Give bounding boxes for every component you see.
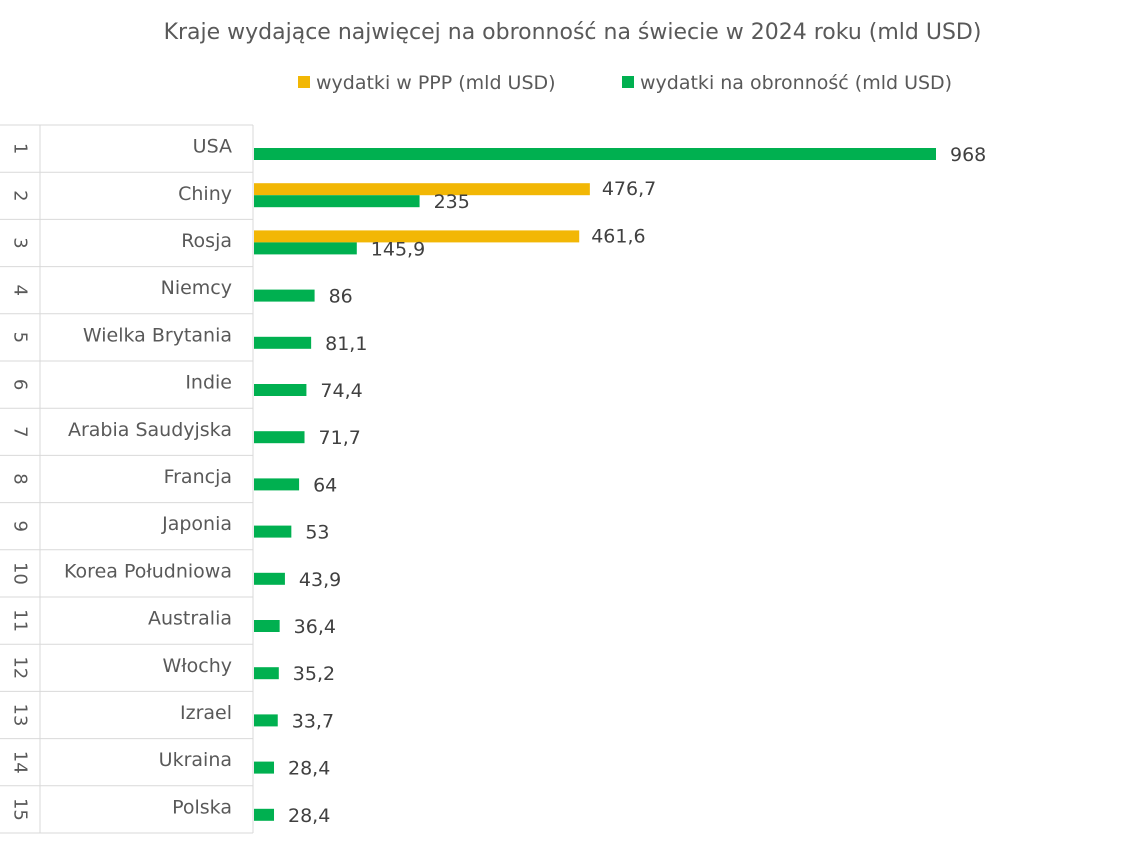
data-label-defense: 36,4 [294,616,336,638]
legend-label-ppp: wydatki w PPP (mld USD) [316,72,556,94]
bar-defense [254,667,279,680]
data-label-defense: 28,4 [288,758,330,780]
legend-swatch-defense [622,76,634,88]
category-label: Francja [164,466,232,488]
chart-title: Kraje wydające najwięcej na obronność na… [163,20,982,45]
bar-defense [254,336,312,349]
data-label-defense: 74,4 [320,380,362,402]
bar-defense [254,148,936,160]
bar-ppp [254,230,580,243]
bar-defense [254,431,305,444]
category-label: Arabia Saudyjska [68,419,232,441]
rank-label: 10 [10,562,31,585]
data-label-defense: 968 [950,144,986,166]
legend-swatch-ppp [298,76,310,88]
category-label: Australia [148,608,232,630]
category-label: Włochy [162,655,232,677]
data-label-defense: 86 [329,286,353,308]
bar-defense [254,572,285,585]
data-label-defense: 28,4 [288,805,330,827]
category-label: Korea Południowa [64,560,232,582]
bar-defense [254,478,300,491]
rank-label: 5 [10,332,31,343]
category-label: Chiny [178,183,232,205]
category-label: Polska [172,796,232,818]
rank-label: 14 [10,751,31,774]
data-label-ppp: 476,7 [602,178,656,200]
category-label: Rosja [181,230,232,252]
legend-label-defense: wydatki na obronność (mld USD) [640,72,953,94]
legend-item-defense: wydatki na obronność (mld USD) [622,72,952,94]
category-label: Japonia [161,513,232,535]
rank-label: 4 [10,284,31,295]
data-label-defense: 43,9 [299,569,341,591]
rank-label: 13 [10,704,31,727]
data-label-defense: 71,7 [319,427,361,449]
rank-label: 3 [10,237,31,248]
category-label: Wielka Brytania [83,324,232,346]
bar-ppp [254,183,590,196]
bar-defense [254,195,420,208]
bar-defense [254,384,307,396]
rank-label: 2 [10,190,31,201]
data-label-defense: 81,1 [325,333,367,355]
data-label-defense: 64 [313,474,337,496]
rank-label: 8 [10,473,31,484]
category-label: Ukraina [159,749,232,771]
data-label-defense: 235 [434,191,470,213]
category-label: USA [193,136,232,158]
bar-defense [254,242,357,255]
bar-defense [254,808,275,821]
bar-defense [254,620,280,632]
rank-label: 1 [10,143,31,154]
data-label-ppp: 461,6 [591,225,645,247]
category-label: Indie [185,372,232,394]
rank-label: 12 [10,656,31,679]
data-label-defense: 145,9 [371,238,425,260]
category-label: Izrael [180,702,232,724]
data-label-defense: 35,2 [293,663,335,685]
bar-defense [254,525,292,538]
rank-label: 11 [10,609,31,632]
rank-label: 6 [10,379,31,390]
category-label: Niemcy [161,277,232,299]
rank-label: 7 [10,426,31,437]
bar-defense [254,289,315,302]
rank-label: 9 [10,520,31,531]
legend-item-ppp: wydatki w PPP (mld USD) [298,72,556,94]
data-label-defense: 33,7 [292,710,334,732]
bar-defense [254,714,278,727]
legend: wydatki w PPP (mld USD) wydatki na obron… [0,72,1145,100]
data-label-defense: 53 [305,522,329,544]
bar-defense [254,761,275,774]
rank-label: 15 [10,798,31,821]
